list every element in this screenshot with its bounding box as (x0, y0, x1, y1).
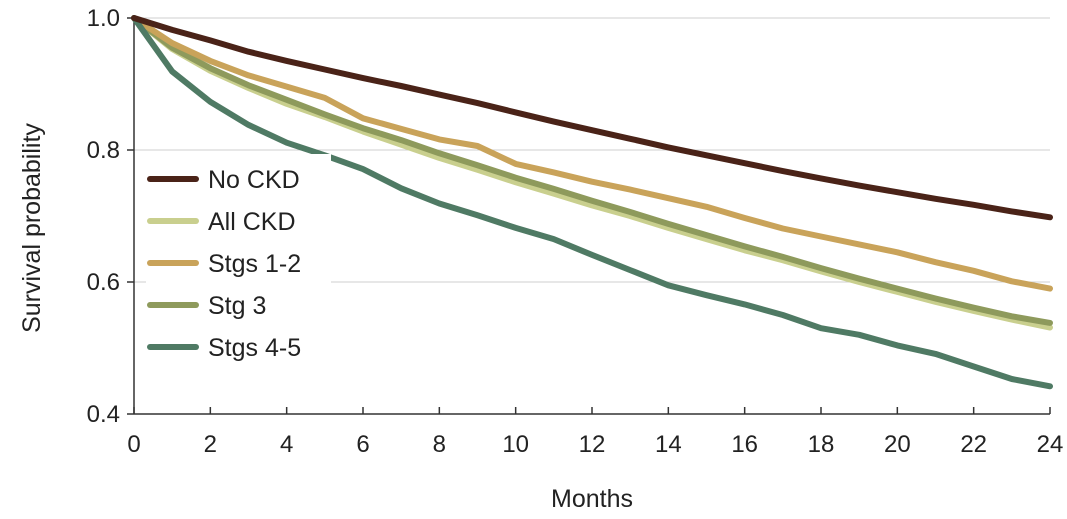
x-tick-label: 6 (356, 431, 369, 458)
legend-background (146, 238, 331, 272)
legend-label: No CKD (208, 166, 300, 194)
legend-label: All CKD (208, 208, 296, 236)
series-line-no-ckd (131, 15, 1053, 221)
series-line-stgs-4-5 (131, 15, 1053, 390)
y-tick-label: 0.6 (87, 269, 120, 296)
legend-background (146, 154, 331, 188)
legend-background (146, 280, 331, 314)
legend-label: Stg 3 (208, 292, 266, 320)
legend-background (146, 196, 331, 230)
x-tick-label: 20 (884, 431, 911, 458)
x-tick-label: 16 (731, 431, 758, 458)
legend-label: Stgs 4-5 (208, 334, 301, 362)
x-tick-label: 24 (1037, 431, 1064, 458)
x-tick-label: 12 (579, 431, 606, 458)
series-line-all-ckd (131, 15, 1053, 331)
y-tick-label: 0.8 (87, 137, 120, 164)
x-tick-label: 18 (808, 431, 835, 458)
x-tick-label: 4 (280, 431, 293, 458)
legend-label: Stgs 1-2 (208, 250, 301, 278)
x-tick-label: 14 (655, 431, 682, 458)
series-line-stgs-1-2 (131, 15, 1053, 292)
series-lines (131, 15, 1053, 390)
x-tick-label: 2 (204, 431, 217, 458)
y-tick-label: 1.0 (87, 5, 120, 32)
y-ticks: 0.4 0.6 0.8 1.0 (87, 5, 134, 428)
series-line-stg-3 (131, 15, 1053, 326)
x-ticks: 0 2 4 6 8 10 12 14 16 18 20 22 24 (127, 407, 1063, 458)
legend: No CKD All CKD Stgs 1-2 Stg 3 Stgs 4-5 (146, 154, 331, 362)
legend-background (146, 322, 331, 356)
x-axis-title: Months (551, 485, 633, 513)
x-tick-label: 0 (127, 431, 140, 458)
y-axis-title: Survival probability (18, 123, 46, 333)
y-tick-label: 0.4 (87, 401, 120, 428)
x-tick-label: 8 (433, 431, 446, 458)
x-tick-label: 22 (960, 431, 987, 458)
x-tick-label: 10 (502, 431, 529, 458)
